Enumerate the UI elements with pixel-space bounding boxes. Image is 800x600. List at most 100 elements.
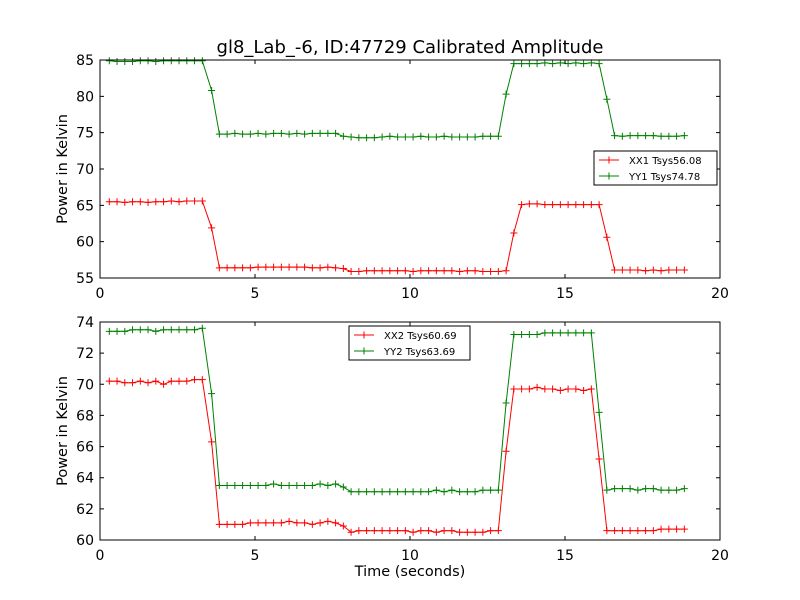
data-point (339, 132, 347, 140)
data-point (215, 264, 223, 272)
data-point (339, 483, 347, 491)
data-point (425, 267, 433, 275)
data-point (425, 488, 433, 496)
data-point (121, 198, 129, 206)
data-point (113, 57, 121, 65)
data-point (370, 527, 378, 535)
data-point (471, 267, 479, 275)
data-point (564, 329, 572, 337)
data-point (603, 233, 611, 241)
data-point (502, 90, 510, 98)
data-point (487, 527, 495, 535)
data-point (113, 377, 121, 385)
data-point (277, 263, 285, 271)
legend-label: XX1 Tsys56.08 (629, 156, 702, 167)
data-point (270, 129, 278, 137)
data-point (324, 482, 332, 489)
data-point (339, 265, 347, 273)
data-point (611, 527, 619, 535)
data-point (626, 132, 634, 140)
data-point (105, 57, 113, 65)
data-point (510, 229, 518, 237)
data-point (167, 326, 175, 334)
data-point (136, 198, 144, 206)
bottom-plot: 0 5 10 15 20 60 62 64 66 68 70 72 74 Power in Kelvin X… (55, 315, 729, 564)
data-point (152, 198, 160, 206)
legend: XX2 Tsys60.69 YY2 Tsys63.69 (348, 325, 471, 361)
data-point (231, 264, 239, 272)
data-point (129, 57, 137, 65)
figure-title: gl8_Lab_-6, ID:47729 Calibrated Amplitud… (217, 37, 604, 58)
data-point (175, 326, 183, 334)
legend-item: YY1 Tsys74.78 (599, 172, 700, 183)
data-point (572, 329, 580, 337)
data-point (448, 527, 456, 535)
data-point (144, 57, 152, 65)
data-point (564, 385, 572, 393)
y-tick-label: 85 (76, 53, 94, 69)
data-point (595, 60, 603, 68)
data-point (355, 527, 363, 535)
data-point (618, 527, 626, 535)
data-point (285, 482, 293, 489)
data-point (657, 267, 665, 275)
data-point (332, 519, 340, 527)
data-point (386, 267, 394, 275)
data-point (191, 197, 199, 205)
x-tick-label: 5 (251, 548, 260, 564)
data-point (448, 267, 456, 275)
data-point (324, 263, 332, 271)
data-point (634, 266, 642, 274)
data-point (285, 130, 293, 138)
data-point (541, 329, 549, 337)
data-point (136, 326, 144, 334)
data-point (401, 488, 409, 496)
data-point (121, 327, 129, 335)
data-point (626, 266, 634, 274)
data-point (160, 57, 168, 65)
data-point (401, 133, 409, 141)
data-point (432, 267, 440, 275)
data-point (262, 263, 270, 271)
y-tick-label: 66 (76, 440, 94, 456)
data-point (502, 399, 510, 407)
data-point (587, 59, 595, 67)
x-tick-label: 15 (556, 548, 574, 564)
data-point (649, 266, 657, 274)
data-point (231, 129, 239, 137)
data-point (223, 130, 231, 138)
y-tick-label: 70 (76, 377, 94, 393)
data-point (324, 129, 332, 137)
legend-box (593, 150, 718, 186)
data-point (463, 133, 471, 141)
data-point (611, 266, 619, 274)
data-point (363, 134, 371, 142)
data-point (409, 528, 417, 536)
data-point (618, 132, 626, 140)
data-point (626, 527, 634, 535)
data-point (657, 486, 665, 494)
data-point (556, 387, 564, 395)
data-point (471, 528, 479, 536)
x-tick-label: 0 (96, 548, 105, 564)
data-point (144, 379, 152, 387)
data-point (394, 488, 402, 496)
data-point (246, 130, 254, 138)
data-point (518, 60, 526, 68)
data-point (239, 482, 247, 489)
series-markers-1 (105, 197, 688, 275)
data-point (572, 385, 580, 393)
data-point (231, 520, 239, 528)
data-point (394, 527, 402, 535)
data-point (533, 383, 541, 391)
data-point (494, 267, 502, 275)
data-point (277, 129, 285, 137)
data-point (355, 488, 363, 496)
data-point (440, 488, 448, 496)
top-plot: 0 5 10 15 20 55 60 65 70 75 80 85 Power in Kelvin XX1… (55, 53, 729, 302)
data-point (208, 438, 216, 446)
data-point (432, 486, 440, 494)
data-point (347, 528, 355, 536)
data-point (479, 486, 487, 494)
